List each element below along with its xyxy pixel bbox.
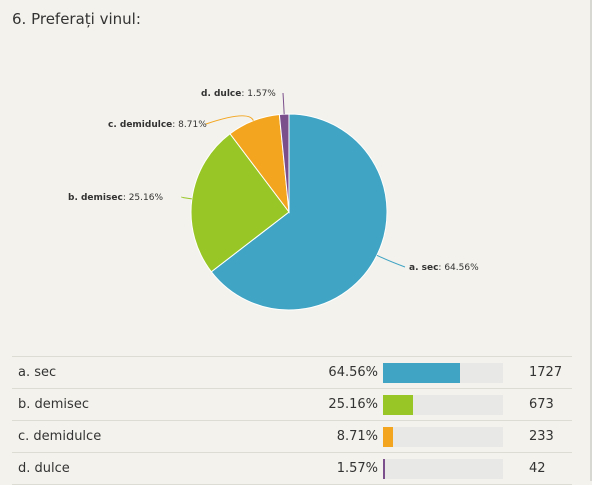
option-percent: 25.16% bbox=[328, 397, 378, 412]
option-count: 42 bbox=[529, 461, 546, 476]
option-count: 673 bbox=[529, 397, 554, 412]
slice-label-name: d. dulce bbox=[201, 89, 241, 99]
bar-track bbox=[383, 395, 503, 415]
option-percent: 64.56% bbox=[328, 365, 378, 380]
table-row: b. demisec 25.16% 673 bbox=[12, 389, 572, 421]
pie-slice bbox=[210, 113, 388, 311]
leader-line bbox=[181, 196, 192, 200]
bar-fill bbox=[383, 459, 385, 479]
table-row: d. dulce 1.57% 42 bbox=[12, 453, 572, 485]
slice-label-value: : 8.71% bbox=[172, 120, 207, 130]
pie-slice bbox=[190, 133, 290, 273]
option-count: 233 bbox=[529, 429, 554, 444]
results-table: a. sec 64.56% 1727 b. demisec 25.16% 673… bbox=[12, 356, 572, 485]
bar-track bbox=[383, 427, 503, 447]
slice-label: d. dulce: 1.57% bbox=[201, 89, 276, 99]
right-border bbox=[590, 0, 592, 481]
leader-line bbox=[205, 115, 254, 125]
slice-label-name: c. demidulce bbox=[108, 120, 172, 130]
bar-track bbox=[383, 459, 503, 479]
option-label: c. demidulce bbox=[18, 429, 102, 444]
bar-track bbox=[383, 363, 503, 383]
leader-line bbox=[282, 92, 285, 115]
pie-chart: a. sec: 64.56% b. demisec: 25.16% c. demid… bbox=[68, 89, 479, 311]
option-label: b. demisec bbox=[18, 397, 89, 412]
option-label: d. dulce bbox=[18, 461, 70, 476]
slice-label-value: : 25.16% bbox=[123, 193, 164, 203]
leader-line bbox=[376, 254, 406, 268]
option-percent: 1.57% bbox=[336, 461, 378, 476]
slice-label-value: : 64.56% bbox=[438, 263, 479, 273]
slice-label: c. demidulce: 8.71% bbox=[108, 120, 207, 130]
slice-label-name: b. demisec bbox=[68, 193, 123, 203]
slice-label: a. sec: 64.56% bbox=[409, 263, 479, 273]
option-count: 1727 bbox=[529, 365, 563, 380]
option-percent: 8.71% bbox=[336, 429, 378, 444]
bar-fill bbox=[383, 395, 414, 415]
table-row: c. demidulce 8.71% 233 bbox=[12, 421, 572, 453]
bar-fill bbox=[383, 427, 394, 447]
slice-label-name: a. sec bbox=[409, 263, 438, 273]
option-label: a. sec bbox=[18, 365, 57, 380]
question-title: 6. Preferați vinul: bbox=[12, 10, 141, 28]
bar-fill bbox=[383, 363, 461, 383]
slice-label: b. demisec: 25.16% bbox=[68, 193, 163, 203]
slice-label-value: : 1.57% bbox=[241, 89, 276, 99]
table-row: a. sec 64.56% 1727 bbox=[12, 357, 572, 389]
